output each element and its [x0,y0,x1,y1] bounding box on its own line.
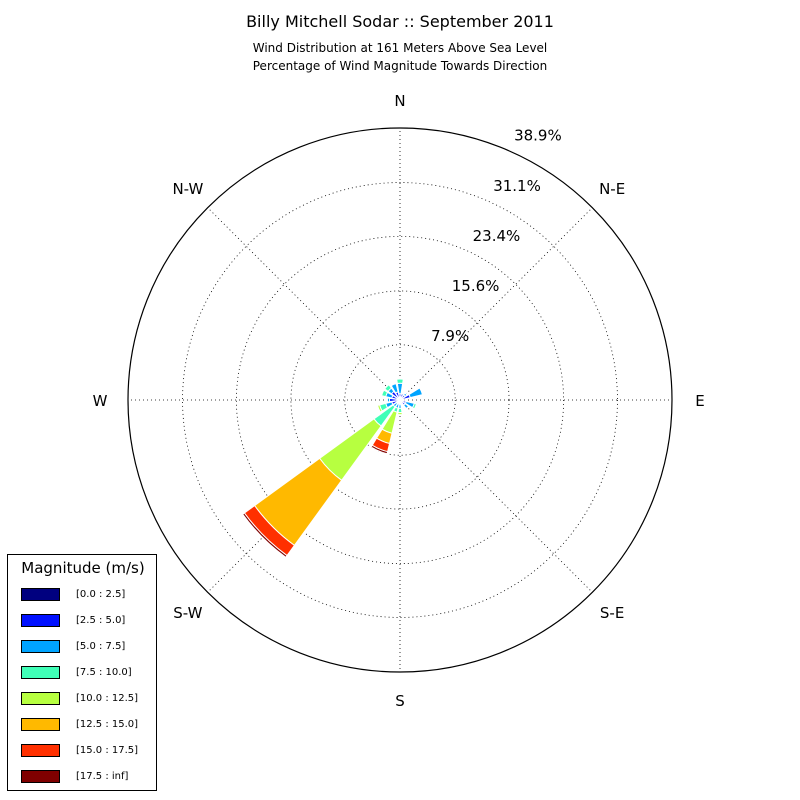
legend-label: [15.0 : 17.5] [76,745,139,756]
chart-subtitle-line1: Wind Distribution at 161 Meters Above Se… [252,41,548,55]
grid-circle [235,235,565,565]
legend-label: [17.5 : inf] [76,771,129,782]
legend-swatch [21,744,60,757]
labels-layer: 7.9% 15.6% 23.4% 31.1% 38.9% N N-E E S-E S S-W W N-W [93,92,705,710]
chart-subtitle-line2: Percentage of Wind Magnitude Towards Dir… [252,59,548,73]
wedge-NNW-bin2 [390,383,399,394]
radial-tick-label: 38.9% [514,127,562,145]
legend-swatch [21,718,60,731]
direction-label-N-E: N-E [599,180,625,198]
wedge-W-bin2 [386,397,391,403]
wedge-WSW-bin4 [376,404,383,413]
wedge-WNW-bin3 [381,389,389,398]
direction-label-N-W: N-W [172,180,203,198]
grid-spoke [399,399,593,593]
legend-label: [10.0 : 12.5] [76,693,139,704]
direction-label-S: S [395,692,405,710]
wedge-NW-bin3 [384,384,393,393]
legend-label: [2.5 : 5.0] [76,615,126,626]
wedge-ENE-bin2 [408,387,424,399]
grid-circle [344,344,456,456]
legend: Magnitude (m/s) [0.0 : 2.5] [2.5 : 5.0] [5… [7,554,157,791]
wedge-S-bin3 [397,407,403,414]
radial-tick-label: 23.4% [473,227,521,245]
wedge-SW-bin7 [242,512,288,558]
legend-swatch [21,692,60,705]
bars-layer [242,378,424,558]
chart-title: Billy Mitchell Sodar :: September 2011 [246,12,554,31]
direction-label-N: N [394,92,405,110]
legend-swatch [21,614,60,627]
legend-swatch [21,640,60,653]
legend-label: [5.0 : 7.5] [76,641,126,652]
grid-circle [182,182,618,618]
legend-swatch [21,666,60,679]
direction-label-S-E: S-E [600,604,624,622]
radial-tick-label: 7.9% [431,327,469,345]
wedge-ESE-bin3 [411,402,417,410]
legend-label: [0.0 : 2.5] [76,589,126,600]
radial-tick-label: 31.1% [493,177,541,195]
wedge-S-bin4 [397,411,403,416]
legend-swatch [21,588,60,601]
grid-circle [290,290,510,510]
legend-swatch [21,770,60,783]
wedge-NE-bin2 [403,392,408,397]
legend-label: [12.5 : 15.0] [76,719,139,730]
radial-tick-label: 15.6% [452,277,500,295]
legend-title: Magnitude (m/s) [21,559,145,577]
direction-label-E: E [695,392,704,410]
wedge-SSW-bin7 [370,444,389,455]
outer-circle [127,127,673,673]
grid-spoke [207,207,401,401]
direction-label-S-W: S-W [173,604,202,622]
grid-spoke [399,207,593,401]
wedge-N-bin3 [396,378,404,384]
legend-label: [7.5 : 10.0] [76,667,132,678]
direction-label-W: W [93,392,108,410]
wedge-SE-bin2 [403,403,410,410]
